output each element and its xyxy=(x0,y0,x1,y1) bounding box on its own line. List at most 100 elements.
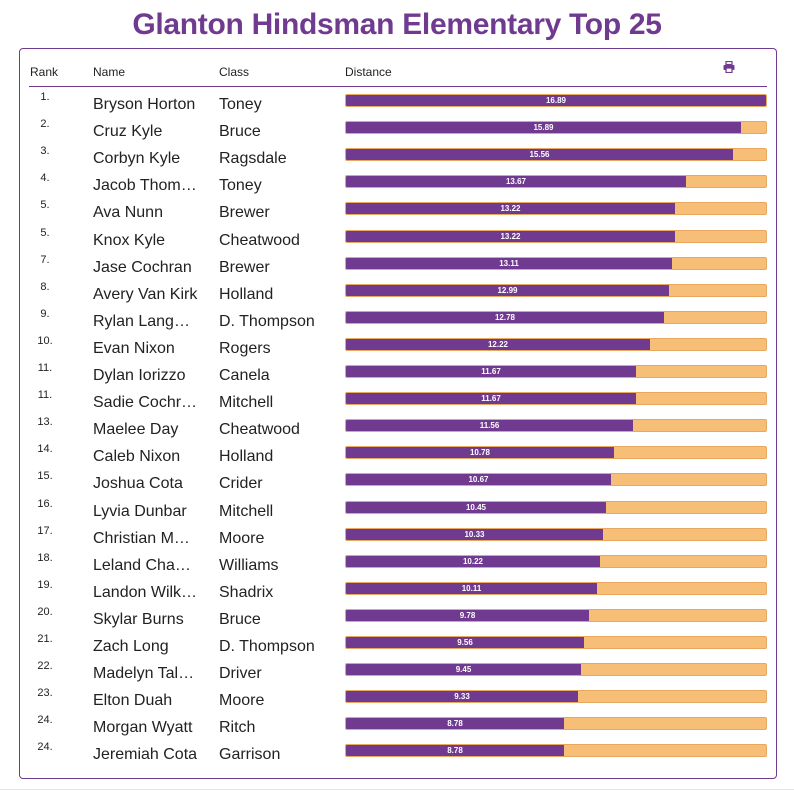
rank-cell: 21. xyxy=(37,633,53,645)
distance-value: 9.33 xyxy=(454,692,470,702)
table-row: 24. Jeremiah Cota Garrison 8.78 xyxy=(0,741,794,771)
table-row: 21. Zach Long D. Thompson 9.56 xyxy=(0,633,794,663)
distance-value: 10.33 xyxy=(464,529,485,539)
distance-bar-fill xyxy=(346,664,581,676)
class-cell: Rogers xyxy=(219,339,271,357)
leaderboard-panel xyxy=(19,48,777,779)
distance-bar-fill xyxy=(346,122,741,134)
name-cell: Caleb Nixon xyxy=(93,448,181,466)
distance-bar: 9.45 xyxy=(345,663,767,677)
name-cell: Ava Nunn xyxy=(93,204,163,222)
distance-bar: 11.67 xyxy=(345,392,767,406)
distance-bar-fill xyxy=(346,95,766,106)
class-cell: Williams xyxy=(219,556,279,574)
distance-bar-fill xyxy=(346,420,633,432)
rank-cell: 23. xyxy=(37,687,53,700)
distance-value: 10.11 xyxy=(461,583,482,593)
distance-value: 10.45 xyxy=(465,502,487,512)
table-row: 22. Madelyn Tala… Driver 9.45 xyxy=(0,660,794,690)
distance-value: 13.22 xyxy=(500,231,521,241)
name-cell: Jeremiah Cota xyxy=(93,746,198,764)
distance-value: 8.78 xyxy=(447,746,463,756)
column-header-class[interactable]: Class xyxy=(219,65,250,79)
distance-value: 13.67 xyxy=(505,177,527,187)
distance-value: 11.67 xyxy=(481,394,501,404)
column-header-distance[interactable]: Distance xyxy=(345,65,392,79)
table-row: 1. Bryson Horton Toney 16.89 xyxy=(0,91,794,121)
class-cell: Bruce xyxy=(219,610,261,628)
distance-bar: 13.67 xyxy=(345,175,767,189)
rank-cell: 24. xyxy=(37,714,53,727)
distance-bar: 12.78 xyxy=(345,310,767,324)
distance-bar: 9.33 xyxy=(345,690,767,704)
distance-bar: 10.33 xyxy=(345,527,767,541)
table-row: 11. Dylan Iorizzo Canela 11.67 xyxy=(0,362,794,392)
distance-bar-fill xyxy=(346,149,733,161)
class-cell: Holland xyxy=(219,285,274,303)
class-cell: Shadrix xyxy=(219,583,274,601)
distance-bar-fill xyxy=(346,284,669,296)
class-cell: Toney xyxy=(219,177,262,195)
name-cell: Cruz Kyle xyxy=(93,123,163,141)
distance-bar: 13.22 xyxy=(345,202,767,216)
rank-cell: 22. xyxy=(37,660,53,673)
rank-cell: 19. xyxy=(37,578,53,591)
rank-cell: 9. xyxy=(40,307,50,320)
distance-bar: 9.78 xyxy=(345,608,767,622)
distance-value: 15.89 xyxy=(533,123,554,133)
column-header-rank[interactable]: Rank xyxy=(30,65,59,79)
distance-value: 10.67 xyxy=(468,475,489,485)
table-row: 14. Caleb Nixon Holland 10.78 xyxy=(0,443,794,473)
table-row: 16. Lyvia Dunbar Mitchell 10.45 xyxy=(0,497,794,528)
rank-cell: 24. xyxy=(37,741,53,754)
table-row: 11. Sadie Cochran Mitchell 11.67 xyxy=(0,389,794,419)
name-cell: Bryson Horton xyxy=(93,96,196,113)
distance-bar-fill xyxy=(346,230,675,242)
name-cell: Sadie Cochran xyxy=(93,394,198,412)
rank-cell: 2. xyxy=(40,118,50,131)
distance-bar-fill xyxy=(346,393,636,405)
distance-value: 9.56 xyxy=(457,638,473,647)
class-cell: D. Thompson xyxy=(219,638,315,655)
distance-value: 11.56 xyxy=(479,421,500,431)
distance-value: 13.11 xyxy=(499,258,519,268)
class-cell: Cheatwood xyxy=(219,231,300,249)
rank-cell: 10. xyxy=(37,334,53,347)
distance-bar-fill xyxy=(346,257,672,269)
name-cell: Joshua Cota xyxy=(93,475,183,493)
rank-cell: 16. xyxy=(37,497,53,510)
name-cell: Jacob Thom… xyxy=(93,177,197,195)
rank-cell: 14. xyxy=(37,443,53,456)
distance-bar-fill xyxy=(346,555,600,567)
rank-cell: 3. xyxy=(40,145,50,158)
class-cell: Brewer xyxy=(219,258,270,276)
distance-value: 12.78 xyxy=(494,312,516,322)
name-cell: Zach Long xyxy=(93,638,169,655)
printer-icon[interactable] xyxy=(723,60,735,74)
rank-cell: 7. xyxy=(40,253,50,266)
name-cell: Landon Wilki… xyxy=(93,583,198,601)
name-cell: Madelyn Tala… xyxy=(93,665,198,683)
class-cell: Mitchell xyxy=(219,502,274,520)
distance-bar-fill xyxy=(346,366,636,377)
class-cell: Garrison xyxy=(219,746,281,764)
header-divider xyxy=(29,86,767,87)
rank-cell: 13. xyxy=(37,416,53,429)
distance-bar-fill xyxy=(346,582,597,594)
distance-bar-fill xyxy=(346,718,564,730)
table-row: 2. Cruz Kyle Bruce 15.89 xyxy=(0,118,794,148)
column-header-name[interactable]: Name xyxy=(93,65,126,79)
class-cell: D. Thompson xyxy=(219,312,315,330)
distance-value: 11.67 xyxy=(481,367,501,376)
distance-value: 10.78 xyxy=(469,448,491,458)
table-row: 13. Maelee Day Cheatwood 11.56 xyxy=(0,416,794,446)
rank-cell: 4. xyxy=(40,172,50,185)
distance-bar-fill xyxy=(346,501,606,513)
distance-bar: 10.11 xyxy=(345,581,767,595)
table-row: 17. Christian Ma… Moore 10.33 xyxy=(0,525,794,555)
distance-bar-fill xyxy=(346,528,603,540)
distance-bar: 10.22 xyxy=(345,554,767,568)
table-row: 5. Ava Nunn Brewer 13.22 xyxy=(0,199,794,229)
distance-bar: 12.99 xyxy=(345,283,767,297)
distance-value: 9.45 xyxy=(455,665,472,675)
